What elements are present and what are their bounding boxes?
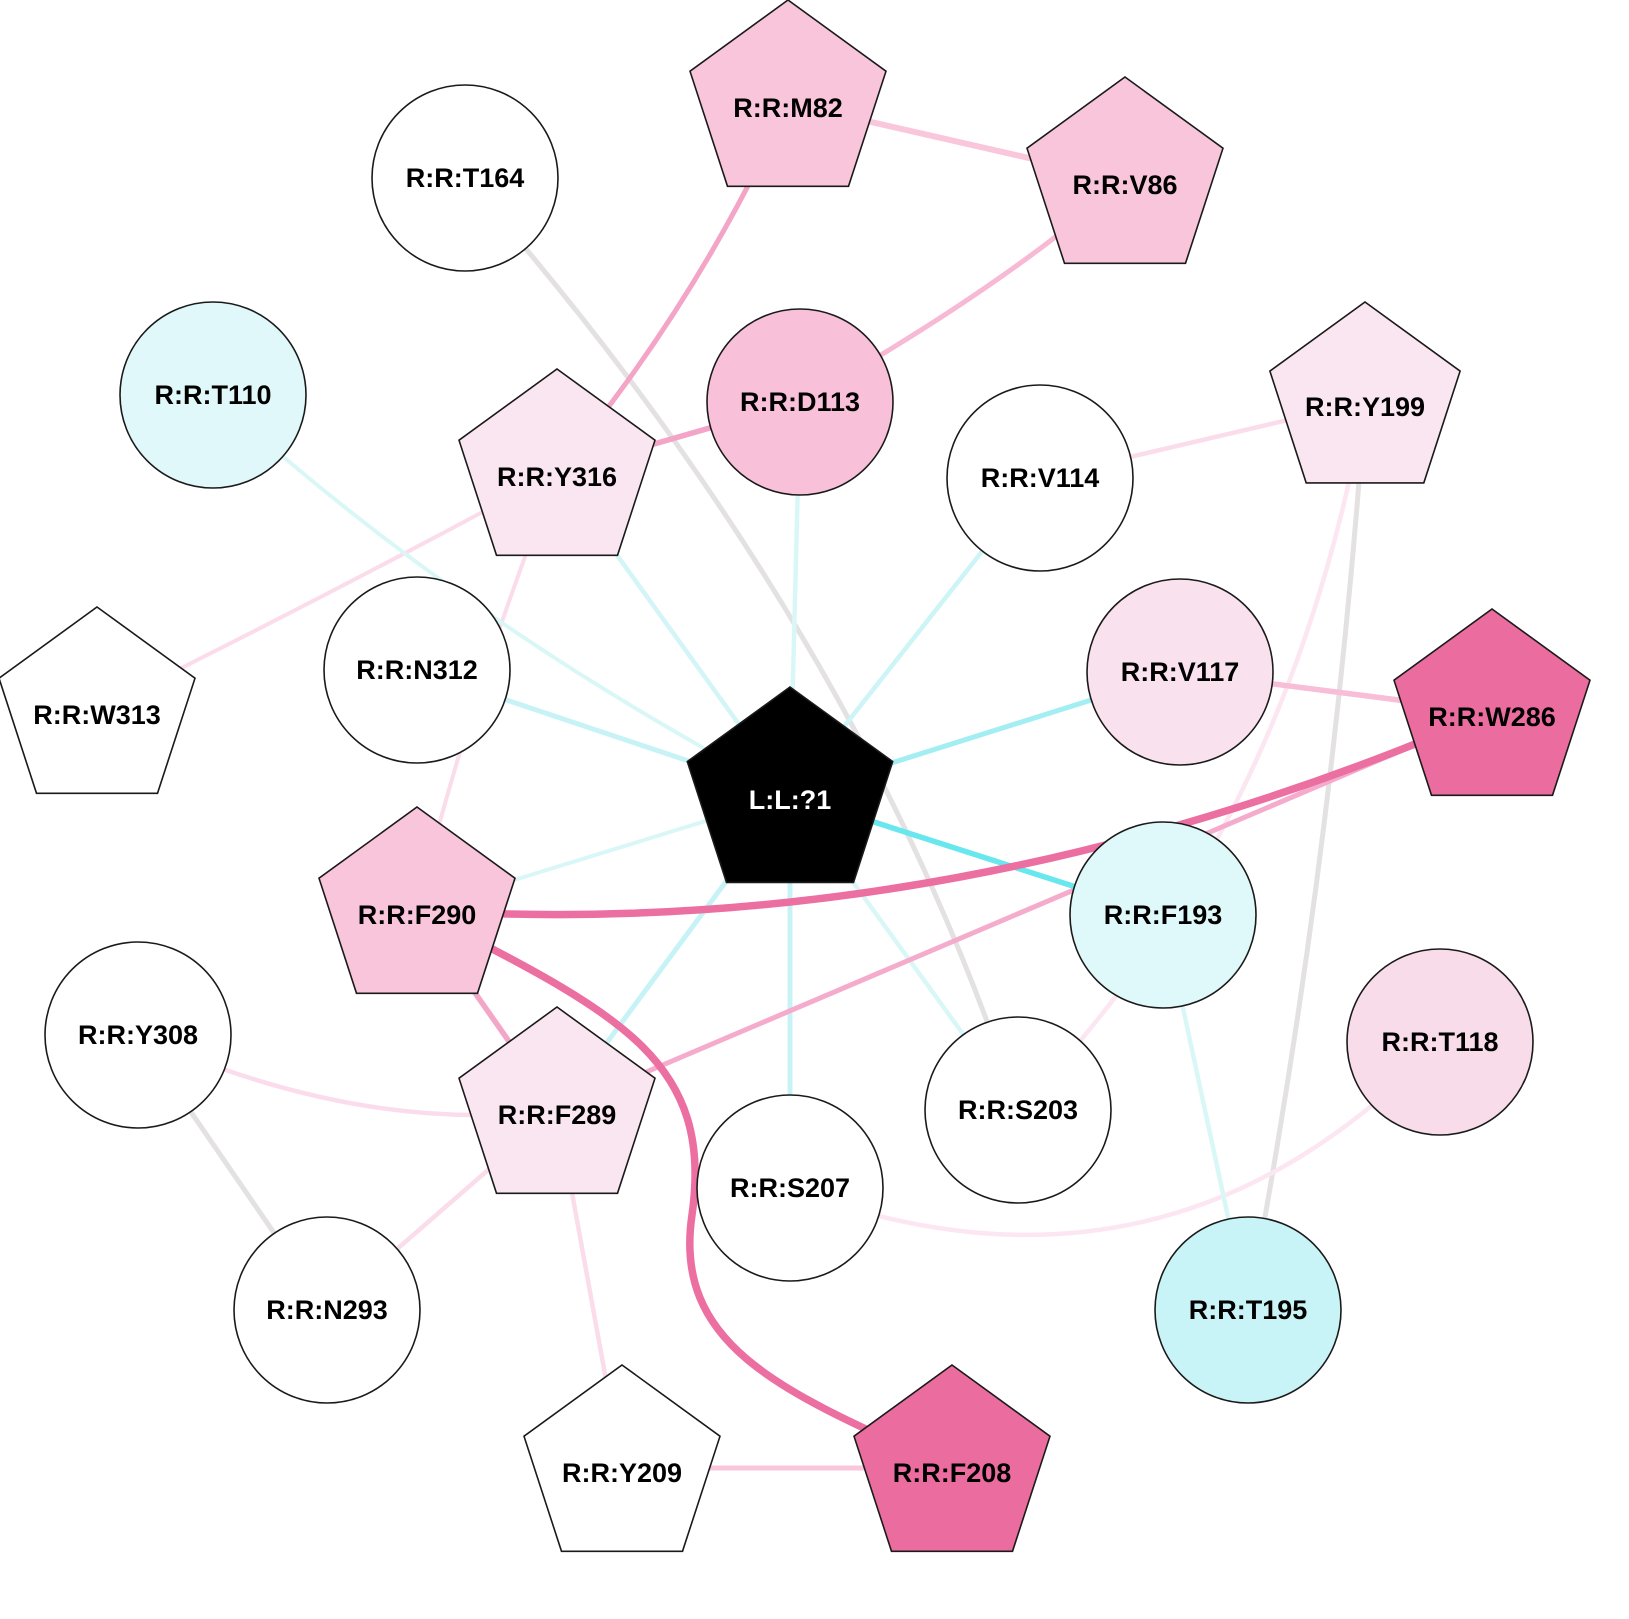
pentagon-shape[interactable] (689, 0, 887, 188)
circle-shape[interactable] (1154, 1216, 1342, 1404)
circle-shape[interactable] (946, 384, 1134, 572)
pentagon-shape[interactable] (1268, 301, 1462, 484)
node-R:R:T118[interactable]: R:R:T118 (1346, 948, 1534, 1136)
node-R:R:Y199[interactable]: R:R:Y199 (1268, 301, 1462, 484)
pentagon-shape[interactable] (686, 686, 894, 884)
edge-W286-F289[interactable] (554, 709, 1495, 1113)
circle-shape[interactable] (696, 1094, 884, 1282)
node-R:R:M82[interactable]: R:R:M82 (689, 0, 887, 188)
edge-Y199-S203[interactable] (1015, 399, 1368, 1113)
circle-shape[interactable] (1346, 948, 1534, 1136)
node-R:R:F290[interactable]: R:R:F290 (318, 806, 516, 995)
circle-shape[interactable] (44, 941, 232, 1129)
node-R:R:D113[interactable]: R:R:D113 (706, 308, 894, 496)
pentagon-shape[interactable] (0, 606, 196, 795)
edge-T164-S203[interactable] (462, 175, 1021, 1113)
edge-Y199-T195[interactable] (1245, 399, 1368, 1313)
pentagon-shape[interactable] (853, 1364, 1051, 1553)
node-R:R:F193[interactable]: R:R:F193 (1069, 821, 1257, 1009)
pentagon-shape[interactable] (458, 1006, 656, 1195)
node-R:R:S203[interactable]: R:R:S203 (924, 1016, 1112, 1204)
pentagon-shape[interactable] (1026, 76, 1224, 265)
node-R:R:N312[interactable]: R:R:N312 (323, 576, 511, 764)
node-R:R:S207[interactable]: R:R:S207 (696, 1094, 884, 1282)
circle-shape[interactable] (924, 1016, 1112, 1204)
pentagon-shape[interactable] (458, 368, 656, 557)
pentagon-shape[interactable] (318, 806, 516, 995)
node-R:R:V117[interactable]: R:R:V117 (1086, 578, 1274, 766)
circle-shape[interactable] (371, 84, 559, 272)
node-R:R:N293[interactable]: R:R:N293 (233, 1216, 421, 1404)
node-R:R:Y308[interactable]: R:R:Y308 (44, 941, 232, 1129)
edge-F290-F208[interactable] (413, 906, 956, 1472)
node-R:R:T164[interactable]: R:R:T164 (371, 84, 559, 272)
node-R:R:V114[interactable]: R:R:V114 (946, 384, 1134, 572)
node-R:R:T195[interactable]: R:R:T195 (1154, 1216, 1342, 1404)
node-R:R:W313[interactable]: R:R:W313 (0, 606, 196, 795)
circle-shape[interactable] (119, 301, 307, 489)
node-layer: R:R:M82 R:R:V86 R:R:T164 R:R:T110 R:R:Y316 R:… (0, 0, 1591, 1553)
node-R:R:T110[interactable]: R:R:T110 (119, 301, 307, 489)
node-R:R:Y209[interactable]: R:R:Y209 (523, 1364, 721, 1553)
circle-shape[interactable] (1086, 578, 1274, 766)
pentagon-shape[interactable] (1393, 608, 1591, 797)
node-R:R:F208[interactable]: R:R:F208 (853, 1364, 1051, 1553)
pentagon-shape[interactable] (523, 1364, 721, 1553)
edge-S207-T118[interactable] (787, 1039, 1443, 1238)
node-L:L:?1[interactable]: L:L:?1 (686, 686, 894, 884)
circle-shape[interactable] (1069, 821, 1257, 1009)
circle-shape[interactable] (233, 1216, 421, 1404)
edge-F290-W286[interactable] (413, 708, 1496, 919)
node-R:R:V86[interactable]: R:R:V86 (1026, 76, 1224, 265)
circle-shape[interactable] (706, 308, 894, 496)
node-R:R:Y316[interactable]: R:R:Y316 (458, 368, 656, 557)
circle-shape[interactable] (323, 576, 511, 764)
node-R:R:W286[interactable]: R:R:W286 (1393, 608, 1591, 797)
